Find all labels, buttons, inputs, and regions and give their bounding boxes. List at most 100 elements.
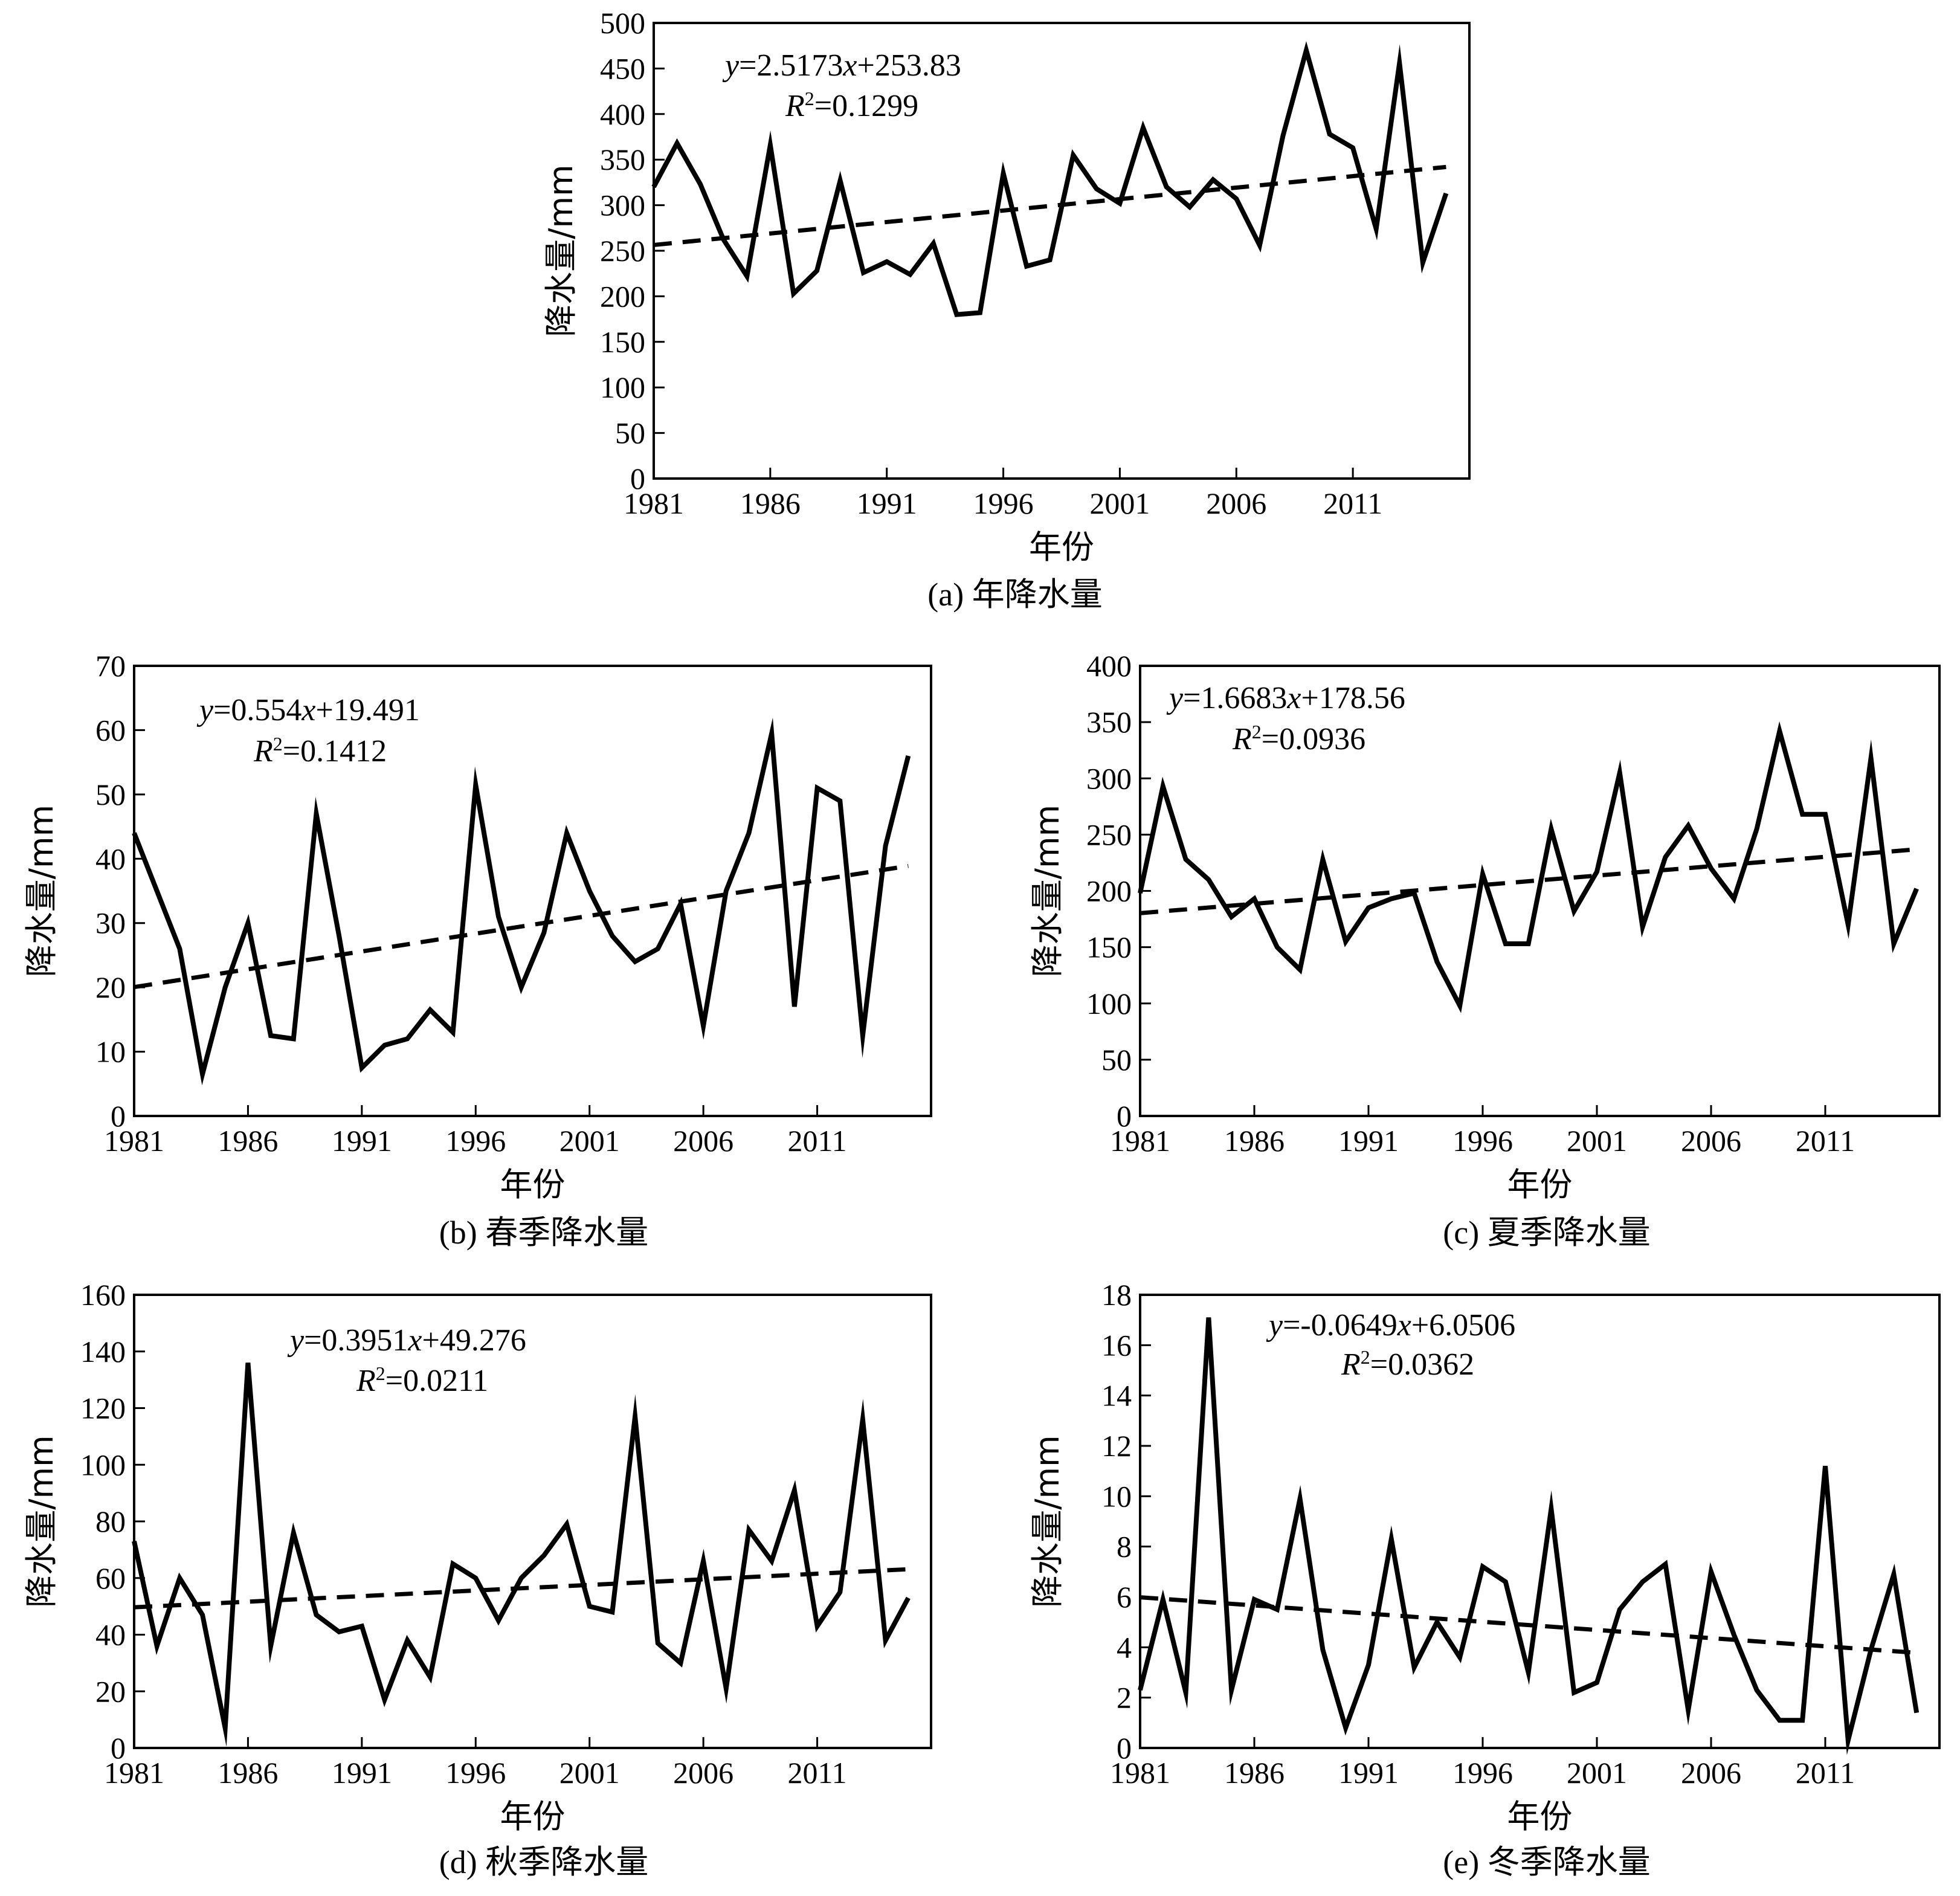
chart-caption: (a) 年降水量 [927,576,1102,613]
series-line [132,717,911,1086]
x-tick-label: 2001 [1089,486,1150,520]
y-tick-label: 50 [615,416,645,450]
chart-caption: (d) 秋季降水量 [439,1844,648,1880]
x-tick-label: 1986 [1224,1756,1285,1790]
y-axis-label: 降水量/mm [1028,1435,1066,1607]
plot-frame [1139,1294,1941,1749]
y-axis-label: 降水量/mm [22,1435,60,1607]
y-tick-label: 80 [95,1504,126,1538]
y-tick-label: 4 [1117,1630,1132,1664]
y-tick-label: 200 [600,279,645,313]
x-tick-label: 2011 [1323,486,1382,520]
x-tick-label: 2006 [1206,486,1266,520]
x-tick-label: 2001 [559,1756,620,1790]
x-axis-label: 年份 [1029,528,1094,566]
x-tick-label: 1996 [973,486,1034,520]
series-line [1138,721,1919,1013]
r-squared: R2=0.0936 [1232,721,1365,756]
r-squared: R2=0.0362 [1341,1346,1474,1382]
x-axis-label: 年份 [500,1166,566,1204]
x-tick-label: 1991 [1338,1124,1399,1158]
y-tick-label: 60 [95,713,126,747]
x-tick-label: 1981 [104,1756,164,1790]
y-axis-label: 降水量/mm [22,805,60,977]
y-tick-label: 18 [1101,1278,1132,1312]
x-tick-label: 1981 [1110,1124,1170,1158]
chart-c: 0 50 100 150 200 250 300 350 400 1981 1986 1991 1996… [1028,649,1941,1251]
chart-b: 0 10 20 30 40 50 60 70 1981 1986 1991 1996 2001 2006 2… [22,649,932,1251]
x-tick-label: 1991 [332,1124,392,1158]
x-tick-label: 2006 [1681,1124,1741,1158]
chart-caption: (e) 冬季降水量 [1443,1844,1650,1880]
x-tick-label: 1981 [104,1124,164,1158]
x-tick-label: 1996 [1452,1756,1513,1790]
x-tick-label: 2011 [1796,1756,1855,1790]
r-squared: R2=0.0211 [356,1362,488,1398]
x-tick-label: 2006 [673,1124,733,1158]
y-tick-label: 6 [1117,1580,1132,1614]
regression-equation: y=-0.0649x+6.0506 [1266,1308,1515,1343]
x-tick-label: 1996 [1452,1124,1513,1158]
y-tick-label: 50 [95,778,126,811]
y-tick-label: 500 [600,6,645,40]
x-tick-label: 1996 [445,1124,506,1158]
y-tick-label: 350 [1086,705,1132,739]
y-tick-label: 30 [95,906,126,940]
y-tick-label: 2 [1117,1681,1132,1715]
y-tick-label: 10 [1101,1479,1132,1513]
x-tick-label: 2006 [673,1756,733,1790]
y-tick-label: 150 [1086,930,1132,964]
x-tick-label: 1996 [445,1756,506,1790]
chart-caption: (c) 夏季降水量 [1443,1214,1650,1251]
r-squared: R2=0.1299 [785,88,918,123]
trend-line [134,1567,909,1610]
chart-d: 0 20 40 60 80 100 120 140 160 1981 1986 1991 1996 200… [22,1278,932,1880]
y-tick-label: 150 [600,325,645,359]
y-axis-label: 降水量/mm [542,164,580,337]
y-tick-label: 160 [80,1278,126,1312]
y-tick-label: 100 [80,1448,126,1482]
plot-frame [133,665,932,1117]
x-tick-label: 2011 [1796,1124,1855,1158]
y-tick-label: 60 [95,1561,126,1595]
x-tick-label: 2001 [1567,1124,1627,1158]
x-tick-label: 2011 [787,1756,846,1790]
y-tick-label: 40 [95,842,126,875]
r-squared: R2=0.1412 [253,733,387,769]
y-tick-label: 120 [80,1391,126,1425]
y-tick-label: 10 [95,1035,126,1069]
y-tick-label: 0 [1117,1099,1132,1133]
x-axis-label: 年份 [500,1798,566,1836]
x-axis-label: 年份 [1507,1166,1573,1204]
x-tick-label: 2001 [1567,1756,1627,1790]
x-tick-label: 2006 [1681,1756,1741,1790]
series-line [1138,1317,1920,1755]
regression-equation: y=0.3951x+49.276 [287,1323,526,1358]
y-tick-label: 400 [1086,649,1132,683]
y-tick-label: 100 [600,370,645,404]
y-tick-label: 200 [1086,874,1132,908]
y-tick-label: 14 [1101,1379,1132,1413]
regression-equation: y=2.5173x+253.83 [722,48,961,83]
regression-equation: y=0.554x+19.491 [196,693,420,727]
y-tick-label: 50 [1101,1043,1132,1077]
chart-caption: (b) 春季降水量 [439,1214,648,1251]
y-tick-label: 300 [600,189,645,222]
y-tick-label: 20 [95,1674,126,1708]
x-tick-label: 2011 [787,1124,846,1158]
y-tick-label: 40 [95,1618,126,1652]
x-tick-label: 1991 [332,1756,392,1790]
y-tick-label: 0 [111,1099,126,1133]
y-tick-label: 16 [1101,1328,1132,1362]
y-tick-label: 250 [1086,817,1132,851]
series-line [132,1362,911,1747]
y-tick-label: 0 [630,462,645,495]
y-tick-label: 0 [1117,1731,1132,1765]
y-tick-label: 400 [600,97,645,131]
x-tick-label: 1986 [1224,1124,1285,1158]
y-tick-label: 300 [1086,761,1132,795]
x-tick-label: 1981 [624,486,684,520]
plot-frame [133,1294,932,1749]
chart-e: 0 2 4 6 8 10 12 14 16 18 1981 1986 1991 1996 2001 2006 2… [1028,1278,1941,1880]
